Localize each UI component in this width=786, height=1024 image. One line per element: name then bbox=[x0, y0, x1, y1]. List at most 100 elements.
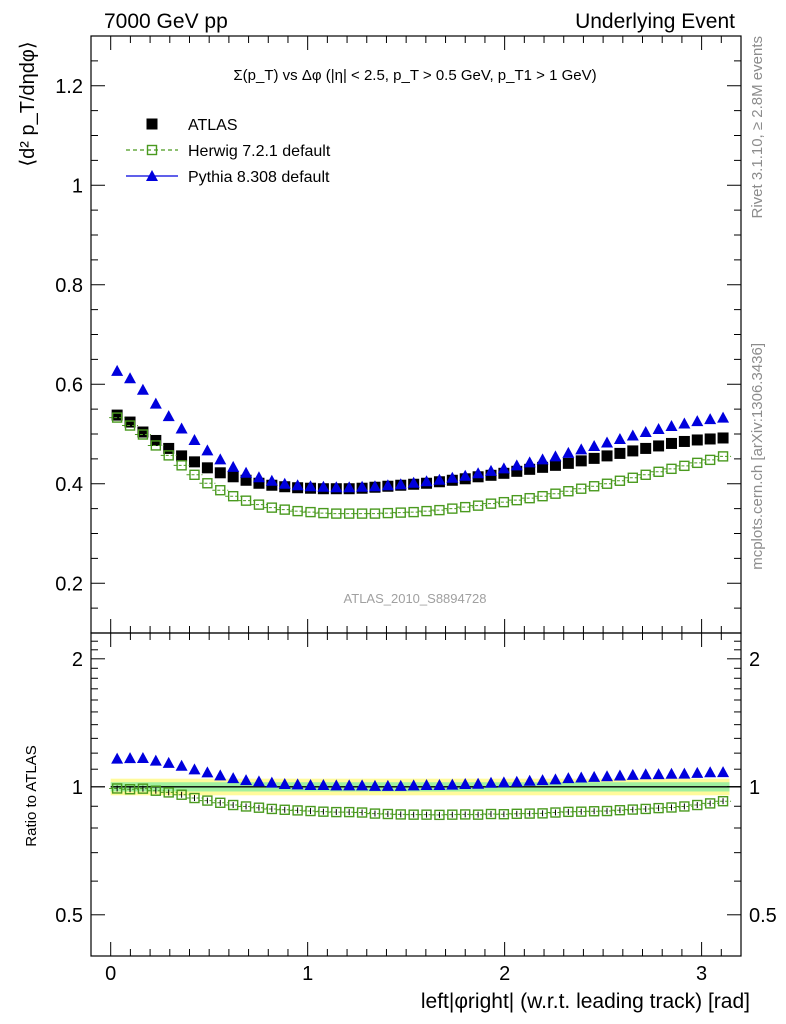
data-point bbox=[201, 462, 213, 474]
y-tick-label: 1 bbox=[72, 175, 83, 197]
ratio-point bbox=[524, 808, 535, 819]
ratio-point bbox=[381, 779, 394, 791]
data-point bbox=[665, 437, 677, 449]
ratio-point bbox=[124, 784, 136, 795]
data-point bbox=[343, 481, 356, 493]
ratio-tick-labels: 0.5 0.5 1 1 2 2 0 1 2 3 bbox=[55, 649, 777, 985]
data-point bbox=[292, 505, 303, 517]
ratio-point bbox=[653, 802, 664, 814]
ratio-point bbox=[691, 766, 704, 778]
ratio-point bbox=[252, 775, 265, 787]
data-point bbox=[652, 423, 665, 435]
ratio-point bbox=[278, 778, 291, 790]
ratio-point bbox=[626, 768, 639, 780]
ratio-point bbox=[163, 787, 174, 798]
ratio-point bbox=[678, 767, 691, 779]
ratio-point bbox=[305, 805, 316, 817]
ratio-point bbox=[588, 770, 601, 782]
ratio-point bbox=[459, 778, 472, 790]
data-point bbox=[679, 460, 690, 472]
series-pythia-8-308-default bbox=[111, 364, 730, 493]
main-axis-ticks bbox=[91, 35, 741, 634]
ratio-point bbox=[601, 770, 614, 782]
ratio-point bbox=[318, 806, 329, 817]
ratio-point bbox=[666, 802, 677, 813]
legend-marker bbox=[146, 118, 158, 130]
ratio-point bbox=[214, 769, 227, 781]
data-point bbox=[536, 453, 549, 465]
ratio-point bbox=[717, 766, 730, 778]
ratio-point bbox=[343, 779, 356, 791]
mcplots-label: mcplots.cern.ch [arXiv:1306.3436] bbox=[749, 343, 766, 570]
ratio-point bbox=[162, 756, 175, 768]
ratio-point bbox=[369, 808, 381, 819]
data-point bbox=[163, 450, 174, 461]
ratio-point bbox=[215, 797, 226, 809]
ratio-point bbox=[202, 795, 213, 806]
ratio-point bbox=[652, 768, 665, 780]
legend-label: Herwig 7.2.1 default bbox=[188, 143, 331, 160]
data-point bbox=[356, 480, 369, 492]
data-point bbox=[511, 494, 522, 506]
data-point bbox=[150, 440, 162, 451]
data-point bbox=[189, 469, 200, 480]
ratio-point bbox=[563, 806, 574, 818]
data-point bbox=[717, 411, 730, 423]
data-point bbox=[382, 507, 394, 519]
data-point bbox=[614, 447, 626, 459]
data-point bbox=[601, 436, 614, 448]
data-point bbox=[665, 420, 678, 432]
ratio-point bbox=[537, 808, 548, 819]
ratio-point bbox=[536, 774, 549, 786]
data-point bbox=[524, 463, 536, 475]
data-point bbox=[111, 412, 123, 423]
data-point bbox=[137, 429, 149, 440]
data-point bbox=[640, 442, 652, 454]
y-tick-label: 0.4 bbox=[55, 474, 83, 496]
ratio-point bbox=[253, 802, 265, 813]
data-point bbox=[601, 478, 613, 489]
rivet-label: Rivet 3.1.10, ≥ 2.8M events bbox=[749, 36, 766, 219]
data-point bbox=[111, 409, 123, 421]
x-axis-label: left|φright| (w.r.t. leading track) [rad… bbox=[421, 990, 750, 1013]
data-point bbox=[368, 480, 381, 492]
ratio-series bbox=[109, 751, 732, 821]
ratio-point bbox=[704, 766, 717, 778]
ratio-point bbox=[434, 809, 445, 821]
data-point bbox=[304, 480, 317, 492]
y-tick-label: 0.6 bbox=[55, 374, 83, 396]
data-point bbox=[279, 504, 290, 515]
data-point bbox=[575, 443, 588, 455]
ratio-series-pythia-8-308-default bbox=[111, 751, 730, 791]
data-point bbox=[678, 435, 690, 447]
ratio-point bbox=[124, 752, 137, 764]
ratio-point bbox=[510, 775, 523, 787]
ratio-y-tick-label-right: 1 bbox=[749, 777, 760, 799]
data-point bbox=[704, 413, 717, 425]
ratio-point bbox=[265, 776, 278, 788]
data-point bbox=[627, 445, 639, 457]
data-point bbox=[394, 478, 407, 490]
ratio-point bbox=[201, 766, 214, 778]
ratio-y-tick-label: 1 bbox=[72, 777, 83, 799]
legend-marker bbox=[146, 144, 158, 156]
data-point bbox=[691, 415, 704, 427]
ratio-point bbox=[408, 809, 419, 820]
main-title: Σ(p_T) vs Δφ (|η| < 2.5, p_T > 0.5 GeV, … bbox=[233, 67, 596, 84]
ratio-point bbox=[472, 809, 484, 820]
data-point bbox=[549, 459, 561, 471]
ratio-point bbox=[485, 776, 498, 788]
ratio-point bbox=[447, 809, 458, 820]
data-point bbox=[640, 469, 651, 480]
ratio-point bbox=[498, 809, 510, 820]
data-point bbox=[124, 420, 136, 431]
ratio-point bbox=[601, 805, 613, 817]
data-point bbox=[472, 467, 485, 479]
data-point bbox=[562, 446, 575, 458]
ratio-point bbox=[588, 806, 600, 817]
data-point bbox=[485, 498, 497, 509]
data-point bbox=[614, 475, 626, 486]
data-point bbox=[434, 504, 445, 516]
legend: ATLAS Herwig 7.2.1 default Pythia 8.308 de… bbox=[126, 117, 331, 186]
ratio-ylabel: Ratio to ATLAS bbox=[23, 745, 40, 846]
